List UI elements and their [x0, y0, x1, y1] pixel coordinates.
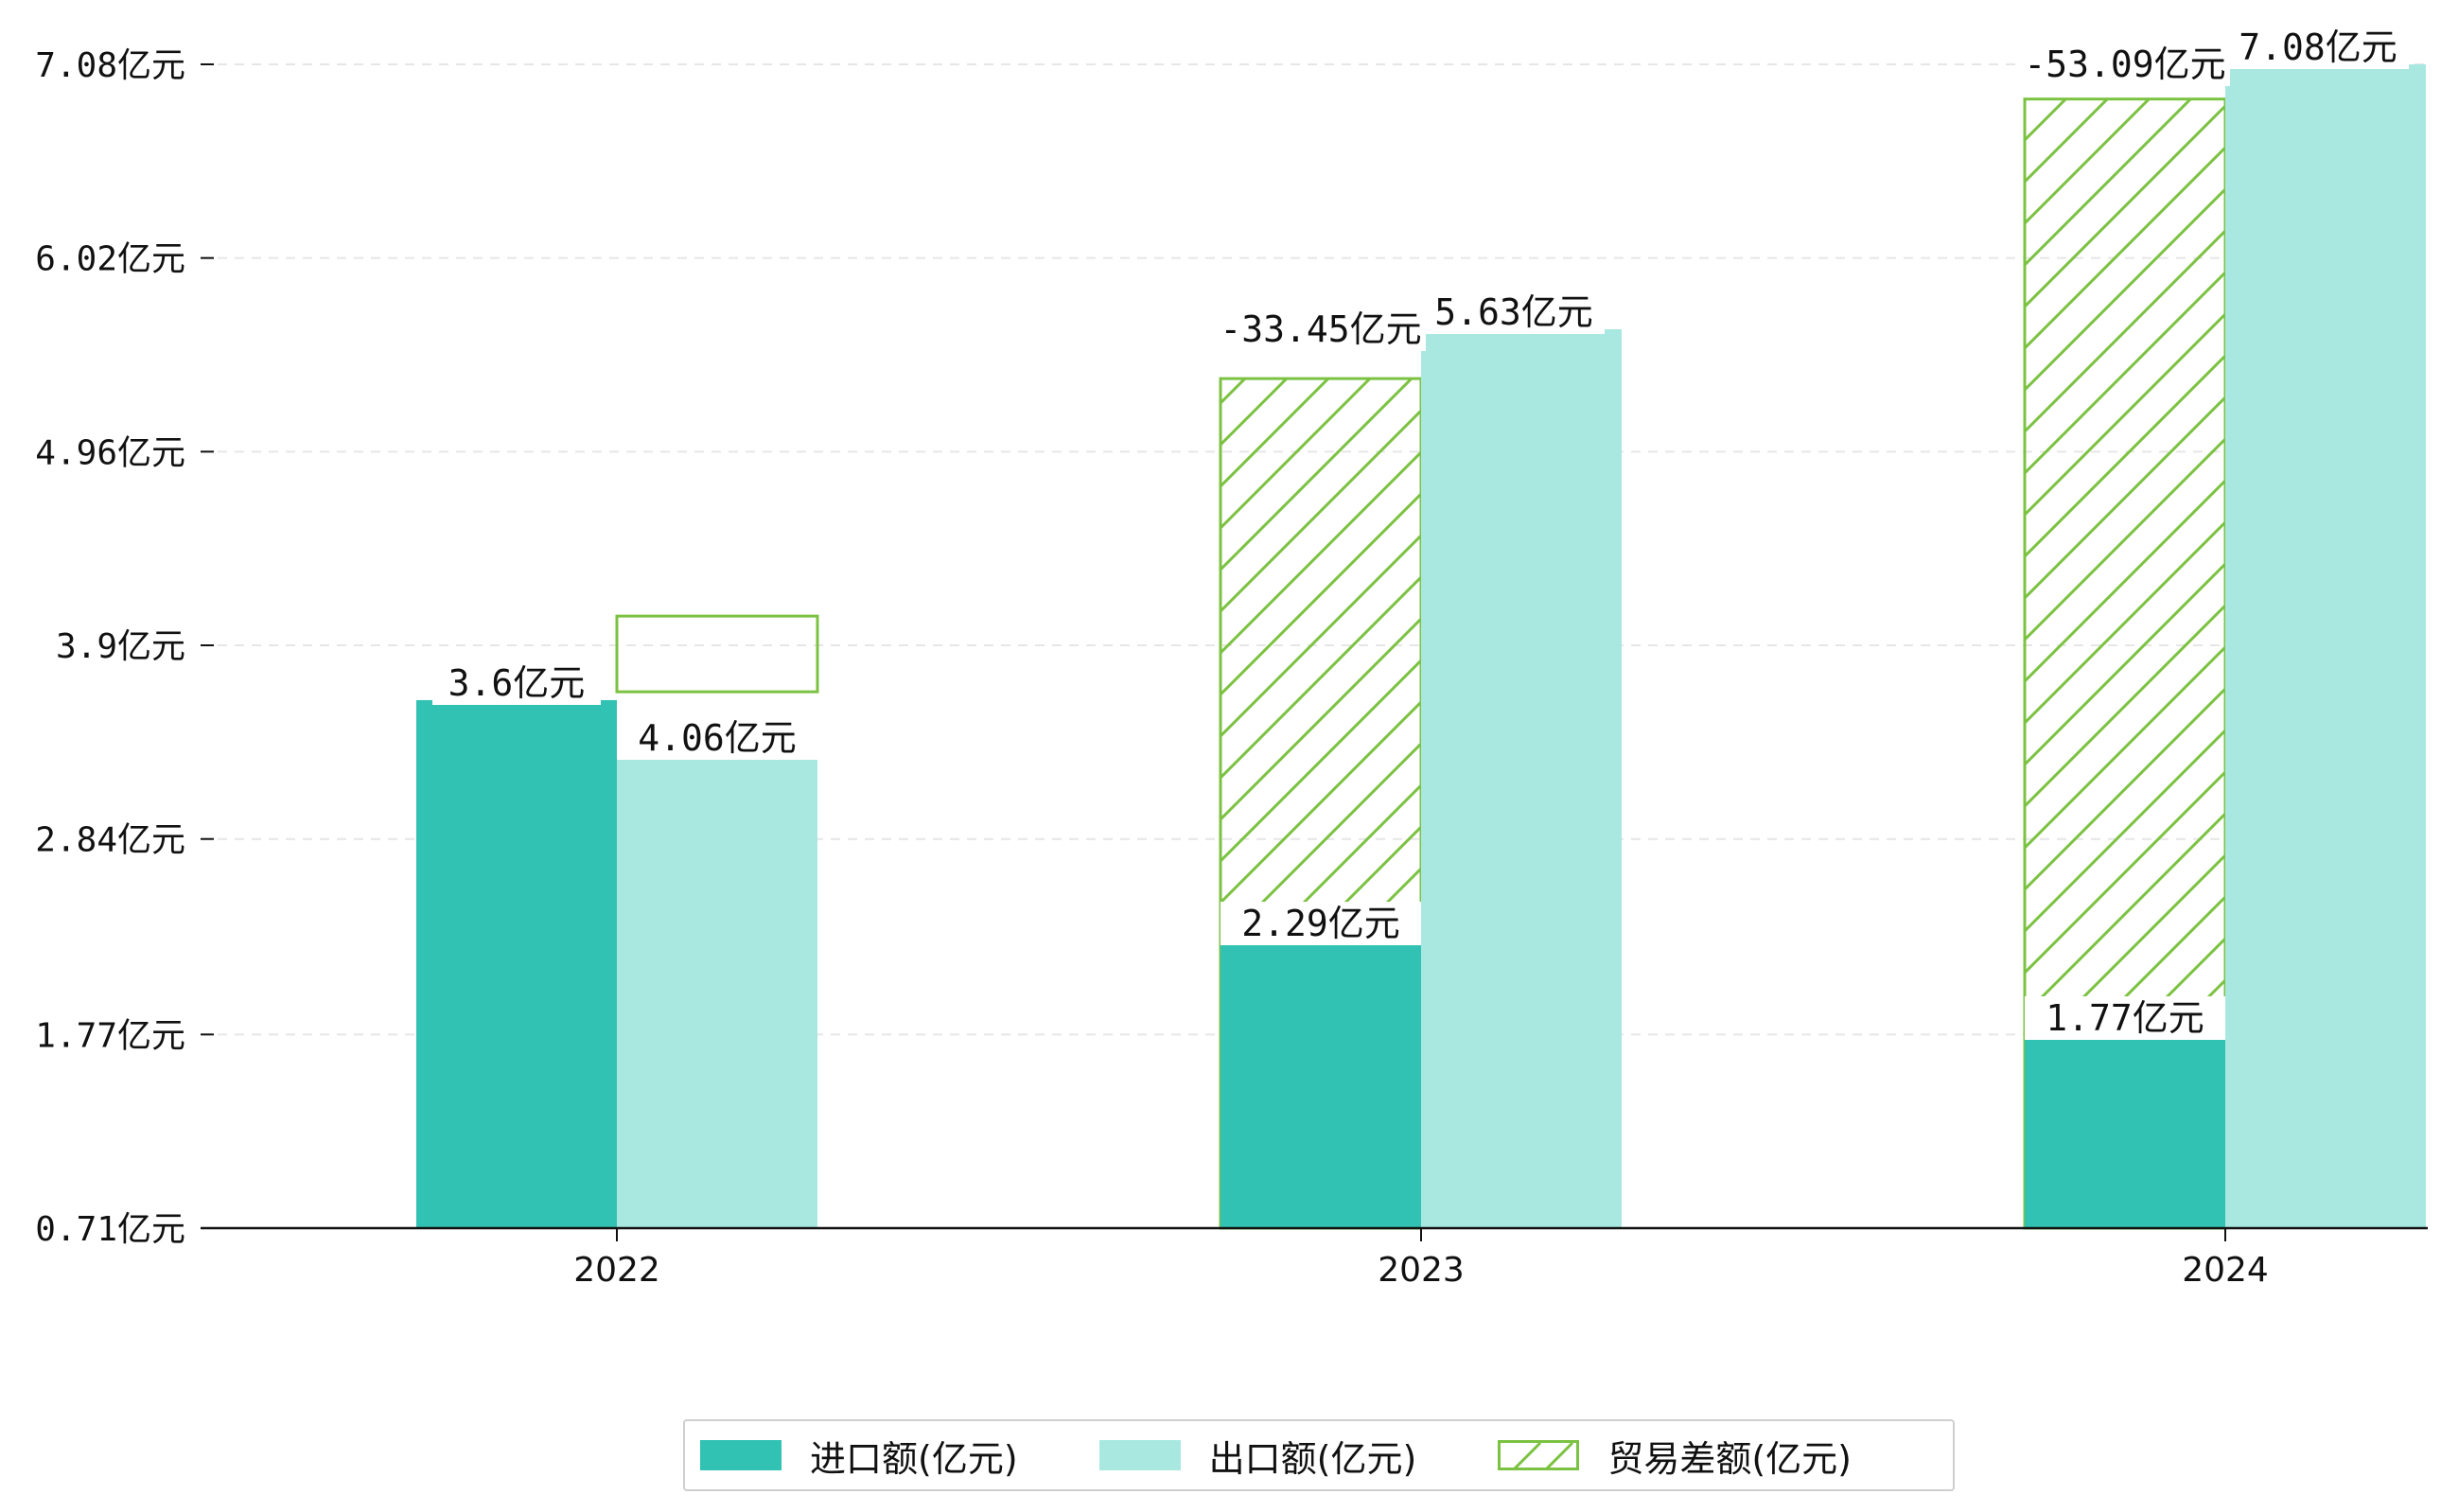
balance-data-label: -33.45亿元 [1220, 308, 1421, 350]
legend: 进口额(亿元) 出口额(亿元) 贸易差额(亿元) [683, 1419, 1955, 1491]
export-data-label-box [2227, 26, 2409, 69]
export-data-label-box [1423, 290, 1605, 334]
export-data-label: 5.63亿元 [1434, 291, 1593, 333]
import-bar [1220, 939, 1421, 1228]
export-bar [2225, 64, 2426, 1228]
legend-swatch-balance [1498, 1440, 1580, 1470]
legend-label-export: 出口额(亿元) [1208, 1437, 1417, 1480]
legend-swatch-import [700, 1440, 781, 1470]
bar-layer [416, 64, 2426, 1230]
y-tick-label: 3.9亿元 [56, 627, 185, 666]
label-layer: 3.6亿元 2.29亿元 1.77亿元 4.06亿元 5.63亿元 7.08亿元 -33.4… [432, 26, 2409, 1040]
y-tick-label: 2.84亿元 [35, 821, 185, 860]
import-data-label: 2.29亿元 [1241, 903, 1400, 944]
y-tick-label: 1.77亿元 [35, 1016, 185, 1055]
x-tick-label: 2022 [573, 1251, 660, 1290]
x-tick-label: 2024 [2182, 1251, 2269, 1290]
import-bar [2025, 1034, 2225, 1228]
export-data-label: 7.08亿元 [2239, 26, 2397, 68]
export-bar [617, 740, 817, 1228]
balance-data-label: -53.09亿元 [2024, 44, 2225, 85]
legend-item-import[interactable]: 进口额(亿元) [700, 1421, 1018, 1489]
import-data-label-box [2025, 996, 2225, 1040]
import-data-label: 3.6亿元 [448, 662, 586, 704]
axis-layer: 0.71亿元 1.77亿元 2.84亿元 3.9亿元 4.96亿元 6.02亿元 7.08亿… [35, 46, 2428, 1290]
y-tick-label: 4.96亿元 [35, 433, 185, 472]
legend-label-balance: 贸易差额(亿元) [1607, 1437, 1852, 1480]
legend-item-balance[interactable]: 贸易差额(亿元) [1498, 1421, 1852, 1489]
balance-bar-outline [615, 614, 819, 694]
balance-data-label-box [2020, 43, 2230, 86]
export-bar [1421, 328, 1622, 1228]
y-tick-label: 7.08亿元 [35, 46, 185, 85]
import-data-label-box [432, 661, 601, 705]
x-tick-label: 2023 [1378, 1251, 1465, 1290]
export-data-label: 4.06亿元 [638, 717, 797, 759]
import-data-label: 1.77亿元 [2046, 997, 2204, 1039]
legend-label-import: 进口额(亿元) [810, 1437, 1018, 1480]
export-data-label-box [617, 716, 817, 760]
import-bar [416, 699, 617, 1228]
legend-swatch-export [1098, 1440, 1181, 1470]
balance-data-label-box [1216, 308, 1426, 351]
legend-item-export[interactable]: 出口额(亿元) [1098, 1421, 1417, 1489]
y-tick-label: 6.02亿元 [35, 240, 185, 279]
y-tick-label: 0.71亿元 [35, 1210, 185, 1249]
import-data-label-box [1220, 902, 1421, 945]
